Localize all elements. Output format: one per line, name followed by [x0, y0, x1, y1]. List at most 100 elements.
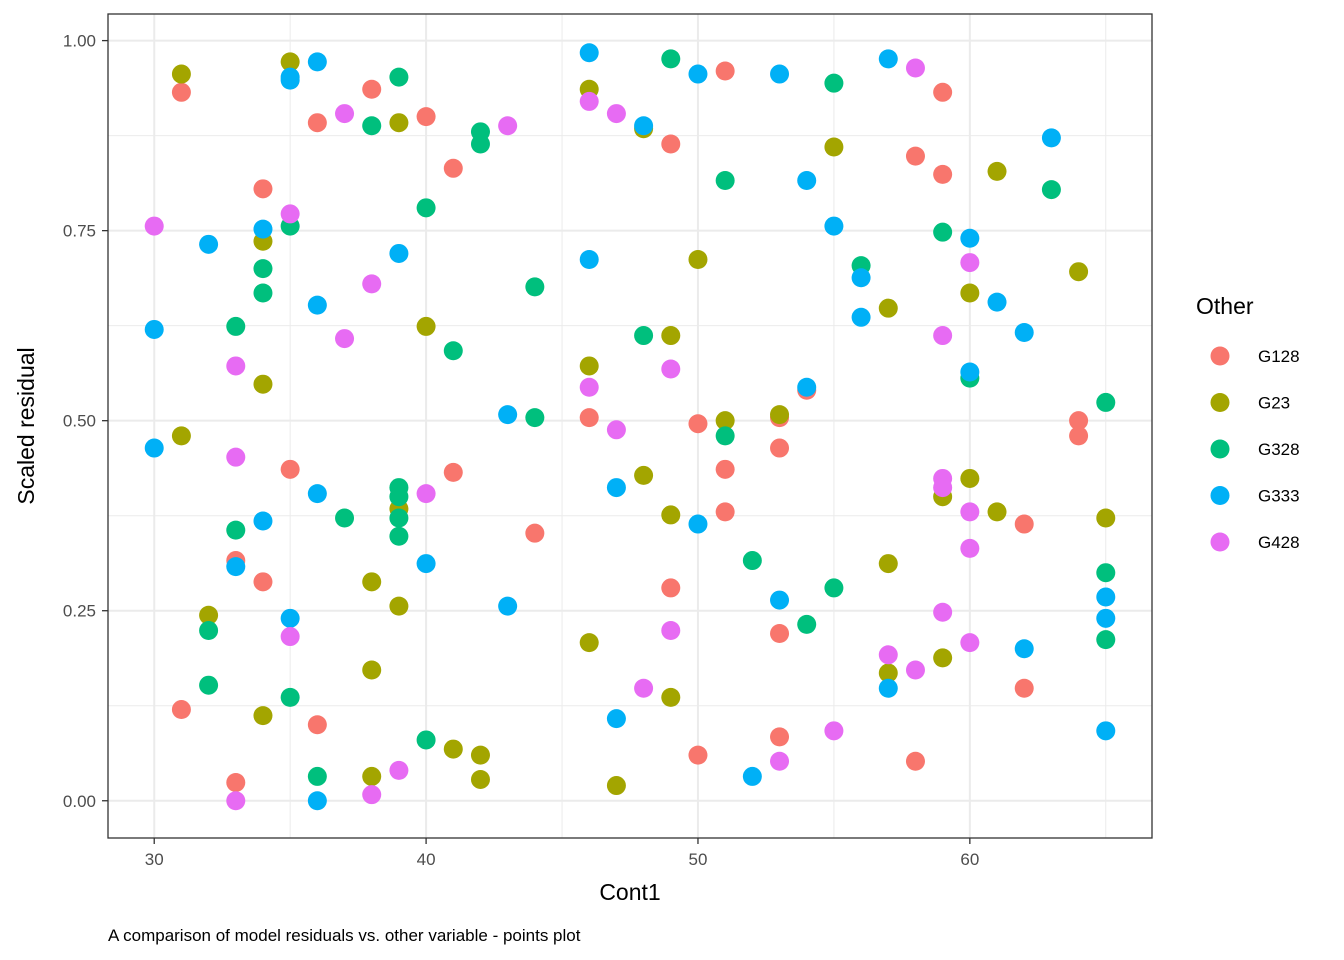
- data-point-g328: [443, 341, 463, 361]
- data-point-g128: [905, 751, 925, 771]
- data-point-g128: [525, 523, 545, 543]
- y-axis-title: Scaled residual: [13, 347, 39, 504]
- x-axis: 30 40 50 60: [145, 838, 979, 869]
- data-point-g23: [171, 426, 191, 446]
- data-point-g128: [171, 82, 191, 102]
- data-point-g128: [715, 61, 735, 81]
- data-point-g333: [226, 557, 246, 577]
- data-point-g428: [579, 377, 599, 397]
- legend-label-g328: G328: [1258, 440, 1300, 459]
- data-point-g23: [253, 374, 273, 394]
- data-point-g333: [253, 219, 273, 239]
- data-point-g23: [878, 298, 898, 318]
- data-point-g328: [634, 326, 654, 346]
- data-point-g23: [579, 633, 599, 653]
- data-point-g23: [389, 596, 409, 616]
- x-tick-label: 40: [417, 850, 436, 869]
- data-point-g333: [307, 484, 327, 504]
- data-point-g328: [470, 134, 490, 154]
- data-point-g333: [498, 596, 518, 616]
- data-point-g333: [960, 228, 980, 248]
- y-tick-label: 0.75: [63, 222, 96, 241]
- data-point-g333: [144, 319, 164, 339]
- data-point-g328: [1096, 563, 1116, 583]
- legend-label-g23: G23: [1258, 394, 1290, 413]
- data-point-g428: [634, 678, 654, 698]
- x-tick-label: 50: [689, 850, 708, 869]
- data-point-g23: [280, 52, 300, 72]
- data-point-g328: [389, 487, 409, 507]
- data-point-g328: [280, 687, 300, 707]
- data-point-g128: [280, 459, 300, 479]
- data-point-g328: [661, 49, 681, 69]
- data-point-g23: [634, 465, 654, 485]
- data-point-g328: [253, 283, 273, 303]
- data-point-g23: [1069, 262, 1089, 282]
- data-point-g328: [824, 73, 844, 93]
- data-point-g128: [307, 715, 327, 735]
- data-point-g328: [389, 526, 409, 546]
- data-point-g333: [280, 70, 300, 90]
- data-point-g333: [280, 608, 300, 628]
- data-point-g128: [1069, 411, 1089, 431]
- data-point-g333: [389, 243, 409, 263]
- data-point-g328: [389, 508, 409, 528]
- data-point-g428: [362, 274, 382, 294]
- legend-key-g23: [1210, 393, 1230, 412]
- data-point-g128: [362, 79, 382, 99]
- data-point-g128: [1014, 514, 1034, 534]
- data-point-g333: [253, 511, 273, 531]
- data-point-g333: [144, 438, 164, 458]
- data-point-g23: [960, 468, 980, 488]
- legend-items: G128 G23 G328 G333 G428: [1210, 346, 1300, 552]
- data-point-g128: [661, 134, 681, 154]
- data-point-g328: [824, 578, 844, 598]
- data-point-g328: [199, 675, 219, 695]
- chart-caption: A comparison of model residuals vs. othe…: [108, 926, 581, 945]
- data-point-g128: [933, 82, 953, 102]
- data-point-g333: [770, 64, 790, 84]
- data-point-g128: [171, 700, 191, 720]
- data-point-g328: [199, 620, 219, 640]
- data-point-g428: [933, 602, 953, 622]
- y-tick-label: 0.00: [63, 792, 96, 811]
- data-point-g328: [335, 508, 355, 528]
- data-point-g333: [307, 791, 327, 811]
- data-point-g128: [770, 624, 790, 644]
- data-point-g333: [199, 234, 219, 254]
- data-point-g23: [171, 64, 191, 84]
- x-tick-label: 30: [145, 850, 164, 869]
- data-point-g428: [226, 447, 246, 467]
- data-point-g328: [226, 316, 246, 336]
- legend-key-g328: [1210, 439, 1230, 459]
- data-point-g23: [824, 137, 844, 157]
- data-point-g328: [253, 259, 273, 279]
- data-point-g128: [715, 459, 735, 479]
- data-point-g128: [905, 146, 925, 166]
- data-point-g23: [688, 250, 708, 270]
- data-point-g128: [770, 727, 790, 747]
- data-point-g333: [634, 116, 654, 136]
- data-point-g23: [987, 502, 1007, 522]
- data-point-g23: [579, 356, 599, 376]
- data-point-g428: [362, 785, 382, 805]
- data-point-g333: [797, 170, 817, 190]
- data-point-g128: [715, 502, 735, 522]
- data-point-g333: [606, 709, 626, 729]
- y-tick-label: 0.25: [63, 602, 96, 621]
- legend-label-g428: G428: [1258, 533, 1300, 552]
- data-point-g428: [905, 58, 925, 78]
- data-point-g128: [688, 745, 708, 765]
- data-point-g23: [253, 706, 273, 726]
- data-point-g428: [960, 538, 980, 558]
- data-point-g23: [470, 769, 490, 789]
- data-point-g428: [280, 204, 300, 224]
- data-point-g128: [416, 107, 436, 127]
- legend-label-g128: G128: [1258, 347, 1300, 366]
- data-point-g328: [416, 730, 436, 750]
- data-point-g128: [443, 158, 463, 178]
- data-point-g328: [362, 116, 382, 136]
- data-point-g333: [1014, 323, 1034, 343]
- data-point-g428: [606, 420, 626, 440]
- data-point-g23: [199, 605, 219, 625]
